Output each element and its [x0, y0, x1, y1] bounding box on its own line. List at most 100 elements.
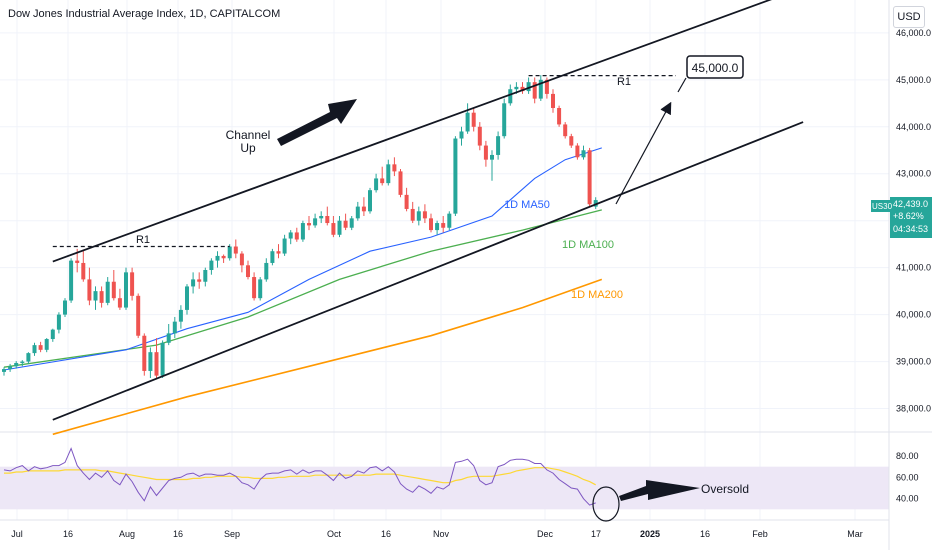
time-tick-label: Aug — [119, 529, 135, 539]
symbol-tag: US30 — [871, 200, 893, 212]
target-box — [686, 55, 744, 79]
candle-body — [459, 131, 464, 139]
candle-body — [520, 86, 525, 92]
candle-body — [233, 246, 238, 254]
candle-body — [471, 112, 476, 127]
candle-body — [398, 171, 403, 195]
candle-body — [465, 112, 470, 132]
oversold-arrow-icon — [619, 480, 700, 501]
candle-body — [215, 255, 220, 261]
candle-body — [368, 190, 372, 212]
candle-body — [416, 211, 421, 221]
candle-body — [221, 255, 226, 259]
candle-body — [63, 300, 67, 315]
time-tick-label: 16 — [173, 529, 183, 539]
candle-body — [575, 145, 580, 158]
candle-body — [386, 164, 391, 184]
candle-body — [490, 154, 494, 160]
candle-body — [435, 223, 440, 231]
candle-body — [429, 218, 433, 231]
candle-body — [355, 206, 360, 219]
candle-body — [264, 262, 269, 280]
symbol-label: US30 — [872, 202, 893, 211]
candle-body — [130, 272, 135, 296]
candle-body — [563, 124, 568, 137]
rsi-tick-label: 40.00 — [896, 494, 919, 504]
candle-body — [32, 345, 37, 354]
candle-body — [593, 200, 598, 207]
candle-body — [276, 251, 281, 254]
channel-upper-line — [52, 0, 772, 263]
annotations: Channel Up R1 R1 45,000.0 1D MA50 1D MA1… — [136, 55, 749, 522]
candle-body — [514, 86, 519, 90]
chart-title: Dow Jones Industrial Average Index, 1D, … — [8, 8, 281, 20]
price-tick-label: 41,000.0 — [896, 263, 931, 273]
channel-label: Channel — [226, 128, 271, 142]
candle-body — [477, 126, 482, 146]
candle-body — [392, 164, 397, 172]
candle-body — [160, 342, 165, 376]
time-tick-label: 2025 — [640, 529, 660, 539]
candle-body — [349, 218, 354, 228]
candle-body — [258, 279, 263, 299]
candle-body — [203, 270, 208, 282]
channel-arrow-icon — [277, 99, 357, 146]
candle-body — [441, 223, 446, 228]
currency-button[interactable]: USD — [893, 6, 925, 28]
candle-body — [300, 223, 305, 240]
candle-body — [136, 295, 141, 336]
time-tick-label: 16 — [63, 529, 73, 539]
last-price-value: 42,439.0 — [893, 199, 928, 209]
candle-body — [294, 232, 299, 240]
candle-body — [331, 223, 336, 235]
rsi-ma-line — [4, 467, 596, 486]
candle-body — [69, 260, 74, 301]
candle-body — [538, 79, 543, 99]
candle-body — [154, 352, 159, 376]
candle-body — [185, 286, 189, 310]
candle-body — [124, 272, 128, 308]
candle-body — [361, 206, 366, 212]
candle-countdown: 04:34:53 — [893, 224, 928, 234]
channel-lines — [52, 0, 804, 421]
candle-body — [14, 362, 19, 367]
candle-body — [81, 262, 86, 280]
candle-body — [270, 251, 275, 263]
candle-body — [325, 216, 330, 224]
rsi-line — [3, 447, 596, 506]
candle-body — [105, 281, 110, 303]
ma200-label: 1D MA200 — [571, 289, 623, 301]
candle-body — [197, 279, 202, 282]
candle-body — [117, 298, 122, 308]
candle-body — [246, 265, 250, 278]
channel-label-sub: Up — [240, 141, 256, 155]
channel-lower-line — [52, 121, 804, 421]
time-tick-label: Oct — [327, 529, 342, 539]
candle-body — [44, 339, 49, 350]
candle-body — [313, 218, 318, 226]
candle-body — [166, 333, 171, 343]
ma200-line — [52, 278, 603, 436]
candle-body — [343, 220, 348, 228]
candle-body — [404, 194, 409, 209]
candle-body — [172, 321, 177, 334]
oversold-label: Oversold — [701, 482, 749, 496]
candle-body — [453, 138, 458, 214]
candle-body — [87, 279, 92, 301]
candle-body — [483, 145, 488, 160]
candle-body — [26, 353, 31, 362]
candle-body — [38, 345, 43, 350]
time-tick-label: Mar — [847, 529, 863, 539]
target-pointer — [677, 77, 687, 93]
ma50-line — [3, 147, 602, 371]
moving-averages — [3, 147, 603, 436]
time-tick-label: Jul — [11, 529, 23, 539]
rsi-tick-label: 60.00 — [896, 472, 919, 482]
candle-body — [587, 150, 592, 205]
price-tick-label: 44,000.0 — [896, 122, 931, 132]
candle-body — [142, 335, 147, 371]
candle-body — [227, 246, 232, 259]
candle-body — [282, 238, 287, 254]
candle-body — [209, 260, 214, 270]
